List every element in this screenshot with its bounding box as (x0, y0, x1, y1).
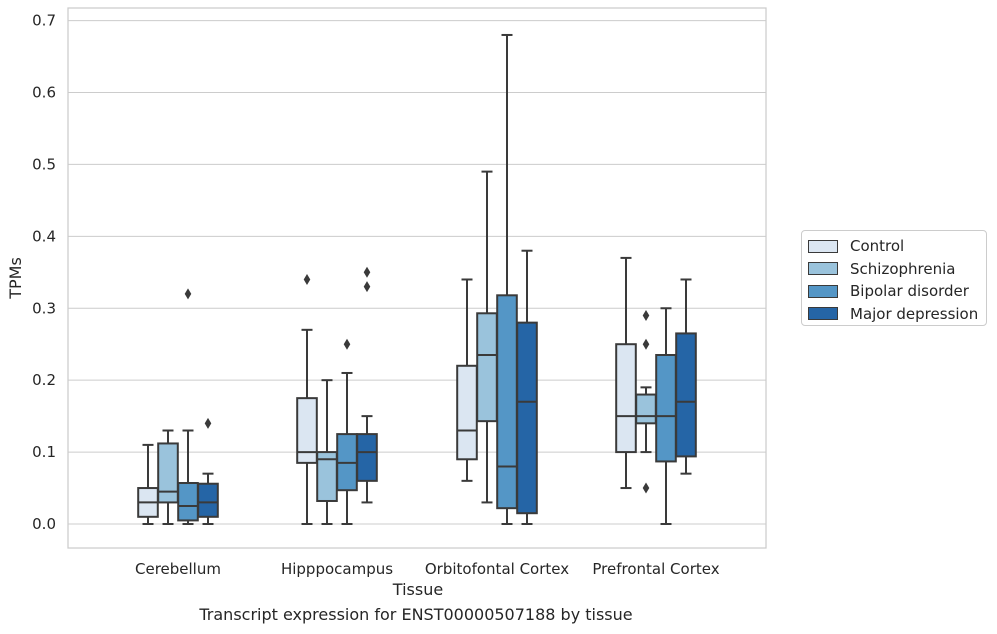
box-iqr (615, 343, 637, 454)
legend-swatch (808, 262, 838, 276)
box-iqr (456, 364, 478, 461)
x-tick-label: Prefrontal Cortex (592, 560, 719, 578)
y-axis-title: TPMs (6, 257, 25, 300)
outlier-point (184, 288, 192, 300)
y-tick-label: 0.5 (32, 155, 56, 173)
x-tick-label: Cerebellum (135, 560, 221, 578)
legend-swatch (808, 239, 838, 253)
legend-item: Major depression (808, 303, 986, 326)
box-schizophrenia (157, 429, 179, 525)
legend-item: Bipolar disorder (808, 280, 986, 303)
legend-item: Control (808, 235, 986, 258)
y-tick-label: 0.1 (32, 443, 56, 461)
x-tick-label: Orbitofontal Cortex (425, 560, 569, 578)
box-major-depression (356, 266, 378, 504)
box-control (615, 256, 637, 490)
box-bipolar-disorder (177, 288, 199, 525)
y-tick-labels: 0.0 0.1 0.2 0.3 0.4 0.5 0.6 0.7 (32, 12, 56, 533)
outlier-point (642, 309, 650, 321)
legend: Control Schizophrenia Bipolar disorder Majo… (801, 230, 987, 326)
legend-label: Schizophrenia (850, 259, 956, 278)
box-iqr (496, 294, 518, 510)
box-iqr (675, 332, 697, 458)
box-iqr (655, 353, 677, 463)
box-iqr (516, 321, 538, 515)
box-major-depression (675, 278, 697, 475)
box-schizophrenia (635, 309, 657, 494)
box-control (456, 278, 478, 482)
box-iqr (157, 442, 179, 504)
y-tick-label: 0.2 (32, 371, 56, 389)
outlier-point (363, 281, 371, 293)
legend-label: Control (850, 237, 905, 256)
outlier-point (343, 338, 351, 350)
y-tick-label: 0.3 (32, 299, 56, 317)
box-iqr (296, 397, 318, 464)
outlier-point (642, 482, 650, 494)
box-major-depression (197, 417, 219, 525)
legend-label: Major depression (850, 304, 979, 323)
plot-area (67, 7, 767, 549)
x-tick-label: Hipppocampus (281, 560, 393, 578)
outlier-point (363, 266, 371, 278)
outlier-point (642, 338, 650, 350)
box-groups (137, 33, 697, 525)
x-tick-labels: Cerebellum Hipppocampus Orbitofontal Corte… (135, 560, 720, 578)
box-major-depression (516, 249, 538, 525)
outlier-point (303, 273, 311, 285)
chart-caption: Transcript expression for ENST0000050718… (199, 605, 633, 624)
outlier-point (204, 417, 212, 429)
box-iqr (356, 433, 378, 482)
legend-label: Bipolar disorder (850, 282, 969, 301)
x-axis-title: Tissue (392, 580, 443, 599)
legend-item: Schizophrenia (808, 258, 986, 281)
box-iqr (635, 393, 657, 425)
y-tick-label: 0.4 (32, 227, 56, 245)
box-control (296, 273, 318, 525)
box-control (137, 443, 159, 525)
y-tick-label: 0.6 (32, 84, 56, 102)
y-tick-label: 0.0 (32, 515, 56, 533)
y-tick-label: 0.7 (32, 12, 56, 30)
legend-swatch (808, 284, 838, 298)
box-iqr (197, 482, 219, 518)
box-iqr (177, 482, 199, 522)
box-iqr (476, 312, 498, 423)
legend-swatch (808, 307, 838, 321)
